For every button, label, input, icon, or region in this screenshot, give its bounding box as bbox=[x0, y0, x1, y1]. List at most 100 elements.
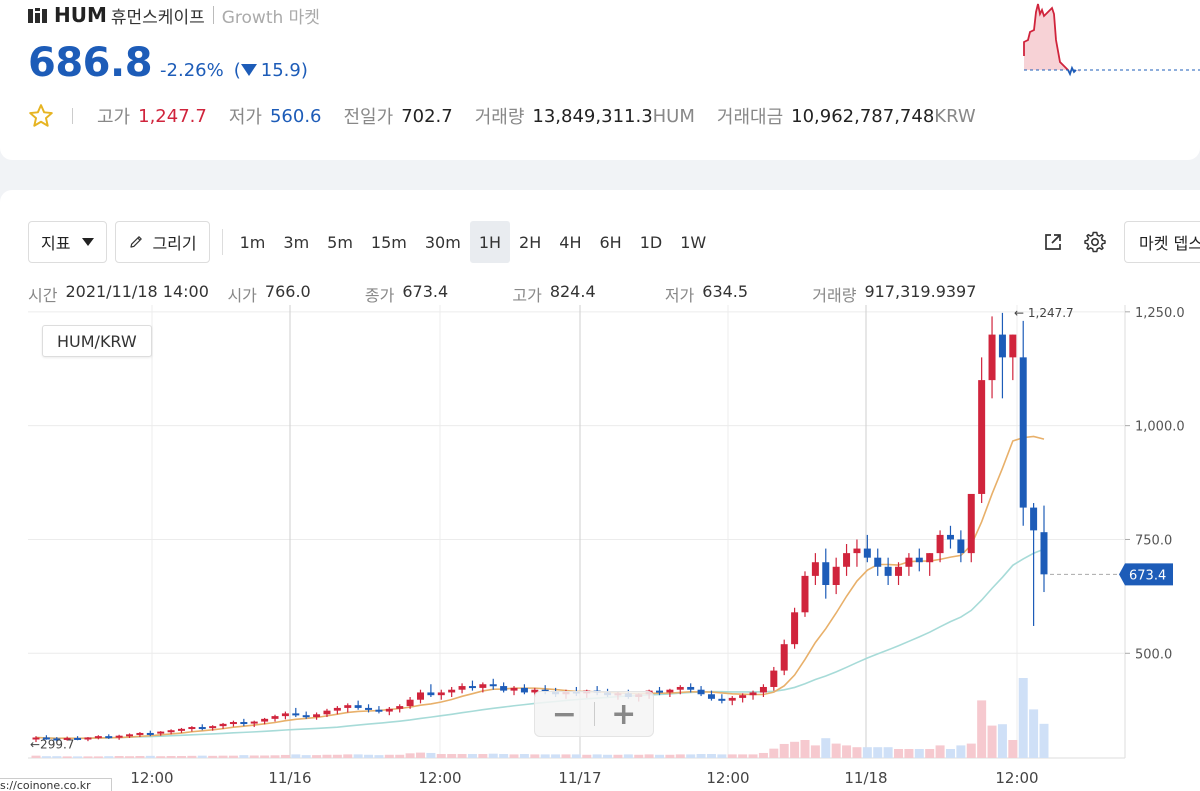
candle-body bbox=[84, 737, 92, 740]
volume-bar bbox=[852, 747, 862, 758]
toolbar-right: 마켓 뎁스 bbox=[1032, 221, 1200, 263]
volume-bar bbox=[665, 754, 675, 758]
interval-list: 1m 3m 5m 15m 30m 1H 2H 4H 6H 1D 1W bbox=[231, 221, 716, 263]
down-triangle-icon bbox=[240, 64, 257, 76]
interval-1H[interactable]: 1H bbox=[469, 221, 511, 263]
candle-body bbox=[946, 534, 954, 540]
price-row: 686.8 -2.26% (15.9) bbox=[28, 40, 308, 86]
volume-bar bbox=[145, 755, 155, 758]
candle-body bbox=[801, 575, 809, 613]
candle-body bbox=[240, 722, 248, 725]
interval-15m[interactable]: 15m bbox=[370, 232, 407, 252]
zoom-in-button[interactable]: + bbox=[611, 696, 637, 732]
candle-body bbox=[791, 612, 799, 645]
draw-button[interactable]: 그리기 bbox=[115, 221, 210, 263]
candle-body bbox=[853, 548, 861, 554]
candle-body bbox=[759, 686, 767, 693]
volume-bar bbox=[904, 749, 914, 758]
candle-body bbox=[209, 726, 217, 729]
candlestick-chart[interactable]: 1,250.0 1,000.0 750.0 500.0 12:00 11/16 12:00 1… bbox=[0, 190, 1200, 791]
interval-3m[interactable]: 3m bbox=[283, 232, 310, 252]
volume-bar bbox=[73, 756, 83, 758]
volume-bar bbox=[727, 754, 737, 758]
interval-2H[interactable]: 2H bbox=[519, 232, 542, 252]
y-tick-label: 750.0 bbox=[1135, 533, 1172, 548]
volume-bar bbox=[634, 754, 644, 758]
coin-logo-icon bbox=[28, 7, 48, 23]
volume-bar bbox=[987, 725, 997, 758]
interval-5m[interactable]: 5m bbox=[327, 232, 353, 252]
coin-header: HUM 휴먼스케이프 Growth 마켓 686.8 -2.26% (15.9)… bbox=[0, 0, 1200, 160]
x-tick-label: 11/16 bbox=[268, 769, 311, 787]
amount-value: 10,962,787,748 bbox=[791, 105, 935, 127]
market-depth-button[interactable]: 마켓 뎁스 bbox=[1124, 221, 1200, 263]
volume-bar bbox=[914, 749, 924, 758]
chart-card: 지표 그리기 1m 3m 5m 15m 30m 1H 2H 4H 6H 1D 1W 마켓 뎁스 시간… bbox=[0, 190, 1200, 791]
candle-body bbox=[281, 713, 289, 717]
volume-bar bbox=[696, 754, 706, 758]
candle-body bbox=[1019, 357, 1027, 508]
candle-body bbox=[448, 689, 456, 693]
volume-bar bbox=[935, 745, 945, 758]
volume-bar bbox=[945, 749, 955, 758]
volume-bar bbox=[551, 754, 561, 758]
volume-bar bbox=[966, 743, 976, 758]
candle-body bbox=[375, 709, 383, 712]
pair-label: HUM/KRW bbox=[42, 325, 152, 357]
x-tick-label: 12:00 bbox=[418, 769, 461, 787]
candle-body bbox=[136, 732, 144, 735]
favorite-star-icon[interactable] bbox=[28, 103, 54, 129]
candle-body bbox=[510, 687, 518, 691]
interval-1m[interactable]: 1m bbox=[239, 232, 266, 252]
stats-row: 고가 1,247.7 저가 560.6 전일가 702.7 거래량 13,849… bbox=[28, 103, 976, 129]
candle-body bbox=[520, 687, 528, 693]
candle-body bbox=[385, 708, 393, 712]
candle-body bbox=[313, 714, 321, 718]
prev-close-value: 702.7 bbox=[401, 105, 453, 127]
interval-1D[interactable]: 1D bbox=[639, 232, 663, 252]
settings-gear-icon[interactable] bbox=[1083, 230, 1107, 254]
volume-bar bbox=[322, 754, 332, 758]
volume-bar bbox=[218, 755, 228, 758]
candle-body bbox=[697, 689, 705, 695]
volume-bar bbox=[62, 756, 72, 758]
volume-bar bbox=[176, 756, 186, 758]
zoom-out-button[interactable]: − bbox=[551, 696, 577, 732]
mini-price-chart bbox=[1023, 3, 1200, 77]
volume-bar bbox=[842, 745, 852, 758]
popout-icon[interactable] bbox=[1041, 230, 1065, 254]
volume-bar bbox=[997, 724, 1007, 758]
volume-bar bbox=[540, 754, 550, 758]
indicator-button[interactable]: 지표 bbox=[28, 221, 108, 263]
volume-bar bbox=[415, 752, 425, 758]
candle-body bbox=[292, 713, 300, 716]
volume-bar bbox=[395, 754, 405, 758]
candle-body bbox=[687, 686, 695, 690]
amount-unit: KRW bbox=[934, 105, 976, 127]
info-volume-value: 917,319.9397 bbox=[864, 282, 977, 301]
volume-bar bbox=[644, 754, 654, 758]
candle-body bbox=[396, 706, 404, 709]
candle-body bbox=[437, 692, 445, 696]
interval-30m[interactable]: 30m bbox=[424, 232, 461, 252]
candle-body bbox=[63, 737, 71, 740]
volume-bar bbox=[384, 754, 394, 758]
candle-body bbox=[926, 553, 934, 563]
volume-bar bbox=[405, 753, 415, 758]
volume-bar bbox=[894, 749, 904, 758]
candle-body bbox=[406, 699, 414, 707]
candle-body bbox=[74, 737, 82, 740]
change-abs-value: 15.9 bbox=[260, 60, 301, 81]
x-tick-label: 12:00 bbox=[130, 769, 173, 787]
x-tick-label: 12:00 bbox=[706, 769, 749, 787]
volume-bar bbox=[426, 752, 436, 758]
candle-body bbox=[261, 718, 269, 722]
candle-body bbox=[42, 737, 50, 740]
volume-bar bbox=[790, 741, 800, 758]
volume-bar bbox=[436, 754, 446, 758]
volume-bar bbox=[467, 754, 477, 758]
interval-6H[interactable]: 6H bbox=[599, 232, 622, 252]
interval-1W[interactable]: 1W bbox=[680, 232, 707, 252]
interval-4H[interactable]: 4H bbox=[559, 232, 582, 252]
volume-bar bbox=[706, 754, 716, 758]
